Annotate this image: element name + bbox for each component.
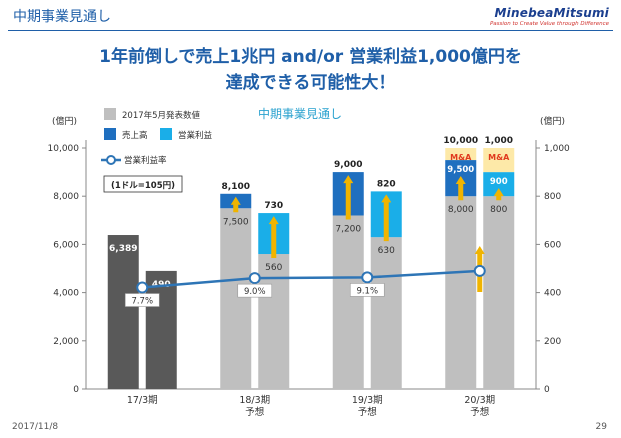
right-axis-unit: (億円) (540, 115, 565, 127)
right-tick-label: 200 (544, 337, 561, 347)
profit-bar-baseline (258, 254, 290, 389)
sales-growth-arrow (230, 196, 241, 213)
right-tick-label: 600 (544, 240, 561, 250)
profit-growth-arrow (268, 216, 279, 259)
left-tick-label: 4,000 (53, 289, 79, 299)
sales-value-label: 6,389 (109, 244, 137, 254)
page-number: 29 (595, 422, 607, 432)
headline: 1年前倒しで売上1兆円 and/or 営業利益1,000億円を 達成できる可能性… (0, 44, 621, 96)
left-tick-label: 0 (73, 385, 79, 395)
profit-baseline-label: 560 (265, 263, 282, 273)
chart-title: 中期事業見通し (258, 106, 342, 121)
logo-tagline: Passion to Create Value through Differen… (489, 21, 609, 27)
profit-bar-baseline (370, 237, 402, 389)
sales-growth-arrow (455, 176, 466, 201)
legend-label-profit: 営業利益 (178, 130, 213, 141)
exchange-note-box (103, 175, 183, 193)
footer-date: 2017/11/8 (12, 422, 59, 432)
legend-label-baseline: 2017年5月発表数値 (122, 110, 201, 121)
profit-bar-actual (145, 270, 177, 389)
slide-title: 中期事業見通し (13, 9, 111, 25)
category-label: 予想 (470, 406, 490, 418)
margin-label-box (349, 283, 385, 297)
sales-baseline-label: 8,000 (448, 205, 474, 215)
left-tick-label: 8,000 (53, 192, 79, 202)
margin-label: 7.7% (131, 297, 153, 307)
category-label: 17/3期 (127, 395, 158, 406)
legend-label-margin: 営業利益率 (124, 155, 167, 166)
right-tick-label: 1,000 (544, 144, 570, 154)
sales-ma-value-label: 9,500 (447, 165, 474, 175)
margin-point (248, 272, 261, 285)
sales-value-label: 9,000 (334, 160, 362, 170)
margin-label: 9.0% (244, 287, 266, 297)
margin-point (361, 271, 374, 284)
margin-label-box (124, 293, 160, 307)
legend-marker-margin (106, 155, 116, 165)
sales-bar-actual (107, 235, 139, 389)
profit-value-label: 730 (264, 201, 283, 211)
sales-bar-ma (445, 148, 477, 161)
sales-ma-label: M&A (450, 153, 472, 162)
profit-bar-ma (483, 148, 515, 173)
left-tick-label: 2,000 (53, 337, 79, 347)
left-tick-label: 10,000 (48, 144, 80, 154)
right-tick-label: 0 (544, 385, 550, 395)
legend-label-sales: 売上高 (122, 130, 148, 141)
margin-line (142, 269, 480, 289)
margin-point (136, 281, 149, 294)
margin-point (473, 264, 486, 277)
margin-label-box (237, 283, 273, 298)
profit-baseline-label: 630 (378, 246, 395, 256)
profit-ma-label: M&A (488, 153, 510, 162)
sales-value-label: 10,000 (443, 136, 478, 146)
profit-value-label: 820 (377, 179, 396, 189)
margin-label: 9.1% (356, 286, 378, 296)
sales-bar-baseline (445, 196, 477, 389)
right-tick-label: 800 (544, 192, 561, 202)
profit-bar-baseline (483, 196, 515, 389)
profit-growth-arrow (381, 194, 392, 242)
right-tick-label: 400 (544, 289, 561, 299)
category-label: 20/3期 (464, 395, 495, 406)
left-axis-unit: (億円) (52, 115, 77, 127)
legend-swatch-baseline (104, 108, 116, 120)
header-rule (8, 30, 613, 31)
legend-swatch-profit (160, 128, 172, 140)
headline-line-1: 1年前倒しで売上1兆円 and/or 営業利益1,000億円を (99, 47, 522, 67)
legend-swatch-sales (104, 128, 116, 140)
logo-name: MinebeaMitsumi (494, 6, 609, 20)
category-label: 18/3期 (239, 395, 270, 406)
profit-baseline-label: 800 (490, 205, 507, 215)
sales-value-label: 8,100 (222, 182, 250, 192)
category-label: 予想 (245, 406, 265, 418)
profit-ma-value-label: 900 (490, 177, 508, 187)
category-label: 19/3期 (352, 395, 383, 406)
sales-baseline-label: 7,200 (335, 224, 361, 234)
headline-line-2: 達成できる可能性大！ (225, 73, 396, 93)
profit-value-label: 1,000 (485, 136, 513, 146)
slide-header: 中期事業見通し MinebeaMitsumi Passion to Create… (0, 0, 621, 31)
sales-bar-baseline (220, 208, 252, 389)
sales-bar-baseline (332, 215, 364, 389)
left-tick-label: 6,000 (53, 240, 79, 250)
exchange-note: (1ドル=105円) (111, 181, 175, 191)
sales-baseline-label: 7,500 (223, 217, 249, 227)
category-label: 予想 (358, 406, 378, 418)
profit-growth-arrow (493, 188, 504, 201)
sales-growth-arrow (343, 175, 354, 220)
company-logo: MinebeaMitsumi Passion to Create Value t… (490, 6, 609, 27)
